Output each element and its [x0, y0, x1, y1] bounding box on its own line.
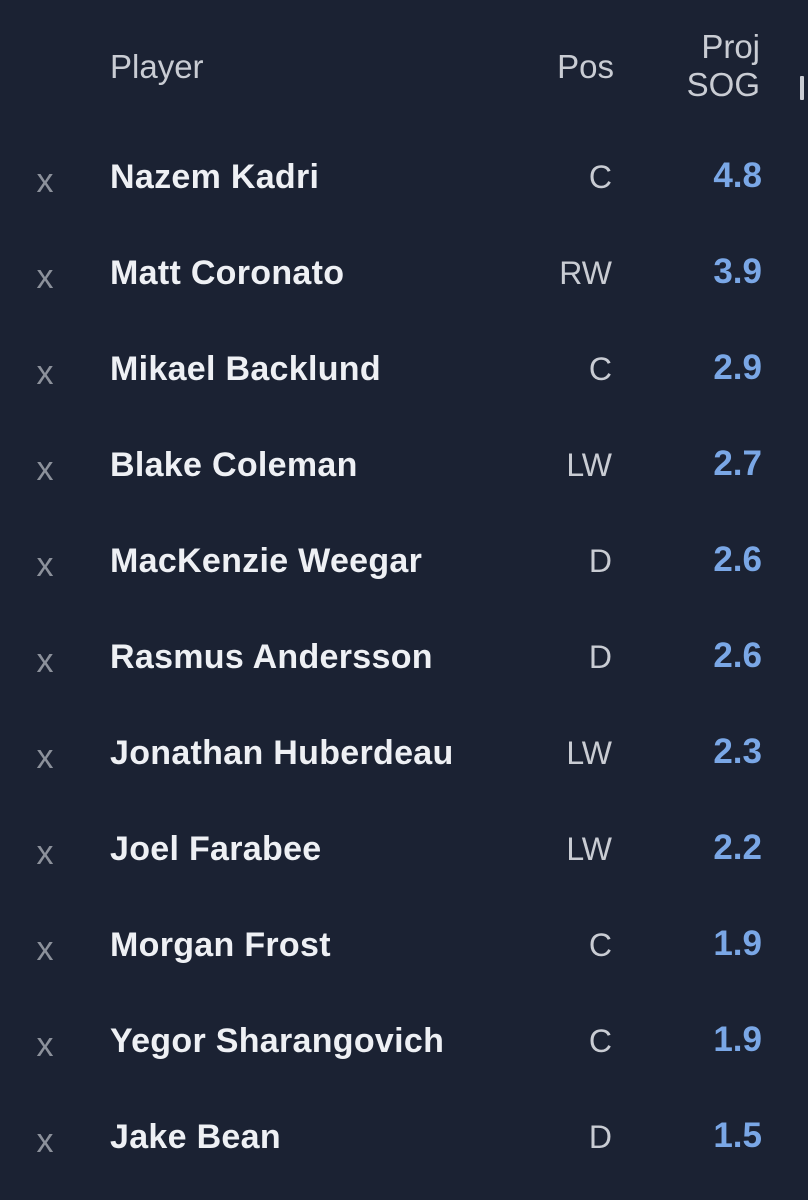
player-position: LW: [566, 447, 612, 483]
header-player[interactable]: Player: [110, 48, 204, 85]
player-position: D: [588, 543, 612, 579]
header-pos[interactable]: Pos: [557, 48, 614, 85]
projected-sog-value: 2.7: [713, 444, 762, 483]
remove-player-button[interactable]: x: [36, 258, 54, 296]
player-position: C: [588, 159, 612, 195]
projected-sog-value: 3.9: [713, 252, 762, 291]
projected-sog-value: 2.2: [713, 828, 762, 867]
table-row: x MacKenzie Weegar D 2.6: [0, 517, 808, 613]
projected-sog-value: 2.6: [713, 636, 762, 675]
remove-player-button[interactable]: x: [36, 642, 54, 680]
player-position: D: [588, 639, 612, 675]
table-row: x Joel Farabee LW 2.2: [0, 805, 808, 901]
table-row: x Morgan Frost C 1.9: [0, 901, 808, 997]
player-position: LW: [566, 735, 612, 771]
player-position: RW: [559, 255, 612, 291]
remove-player-button[interactable]: x: [36, 1122, 54, 1160]
player-name[interactable]: Joel Farabee: [110, 830, 322, 868]
player-name[interactable]: Jake Bean: [110, 1118, 281, 1156]
player-position: D: [588, 1119, 612, 1155]
projected-sog-value: 1.9: [713, 1020, 762, 1059]
table-row: x Mikael Backlund C 2.9: [0, 325, 808, 421]
projected-sog-value: 4.8: [713, 156, 762, 195]
remove-player-button[interactable]: x: [36, 834, 54, 872]
table-row: x Rasmus Andersson D 2.6: [0, 613, 808, 709]
header-proj-line1: Proj: [701, 28, 760, 65]
projected-sog-value: 2.9: [713, 348, 762, 387]
table-row: x Yegor Sharangovich C 1.9: [0, 997, 808, 1093]
remove-player-button[interactable]: x: [36, 162, 54, 200]
player-name[interactable]: Yegor Sharangovich: [110, 1022, 445, 1060]
remove-player-button[interactable]: x: [36, 546, 54, 584]
projected-sog-value: 2.6: [713, 540, 762, 579]
player-position: LW: [566, 831, 612, 867]
player-position: C: [588, 927, 612, 963]
table-row: x Jonathan Huberdeau LW 2.3: [0, 709, 808, 805]
player-position: C: [588, 351, 612, 387]
remove-player-button[interactable]: x: [36, 738, 54, 776]
player-name[interactable]: Jonathan Huberdeau: [110, 734, 454, 772]
projected-sog-value: 1.9: [713, 924, 762, 963]
header-proj-line2: SOG: [686, 66, 760, 103]
remove-player-button[interactable]: x: [36, 354, 54, 392]
player-name[interactable]: Morgan Frost: [110, 926, 331, 964]
player-name[interactable]: Nazem Kadri: [110, 158, 320, 196]
player-name[interactable]: Blake Coleman: [110, 446, 358, 484]
projected-sog-value: 1.5: [713, 1116, 762, 1155]
projected-sog-value: 2.3: [713, 732, 762, 771]
remove-player-button[interactable]: x: [36, 450, 54, 488]
table-row: x Jake Bean D 1.5: [0, 1093, 808, 1189]
next-column-edge: [800, 76, 804, 100]
table-row: x Matt Coronato RW 3.9: [0, 229, 808, 325]
header-proj-sog[interactable]: Proj SOG: [640, 28, 760, 104]
player-name[interactable]: MacKenzie Weegar: [110, 542, 423, 580]
table-row: x Nazem Kadri C 4.8: [0, 133, 808, 229]
player-name[interactable]: Mikael Backlund: [110, 350, 381, 388]
player-name[interactable]: Matt Coronato: [110, 254, 345, 292]
table-row: x Blake Coleman LW 2.7: [0, 421, 808, 517]
remove-player-button[interactable]: x: [36, 1026, 54, 1064]
remove-player-button[interactable]: x: [36, 930, 54, 968]
player-name[interactable]: Rasmus Andersson: [110, 638, 433, 676]
player-position: C: [588, 1023, 612, 1059]
table-header: Player Pos Proj SOG: [0, 0, 808, 130]
